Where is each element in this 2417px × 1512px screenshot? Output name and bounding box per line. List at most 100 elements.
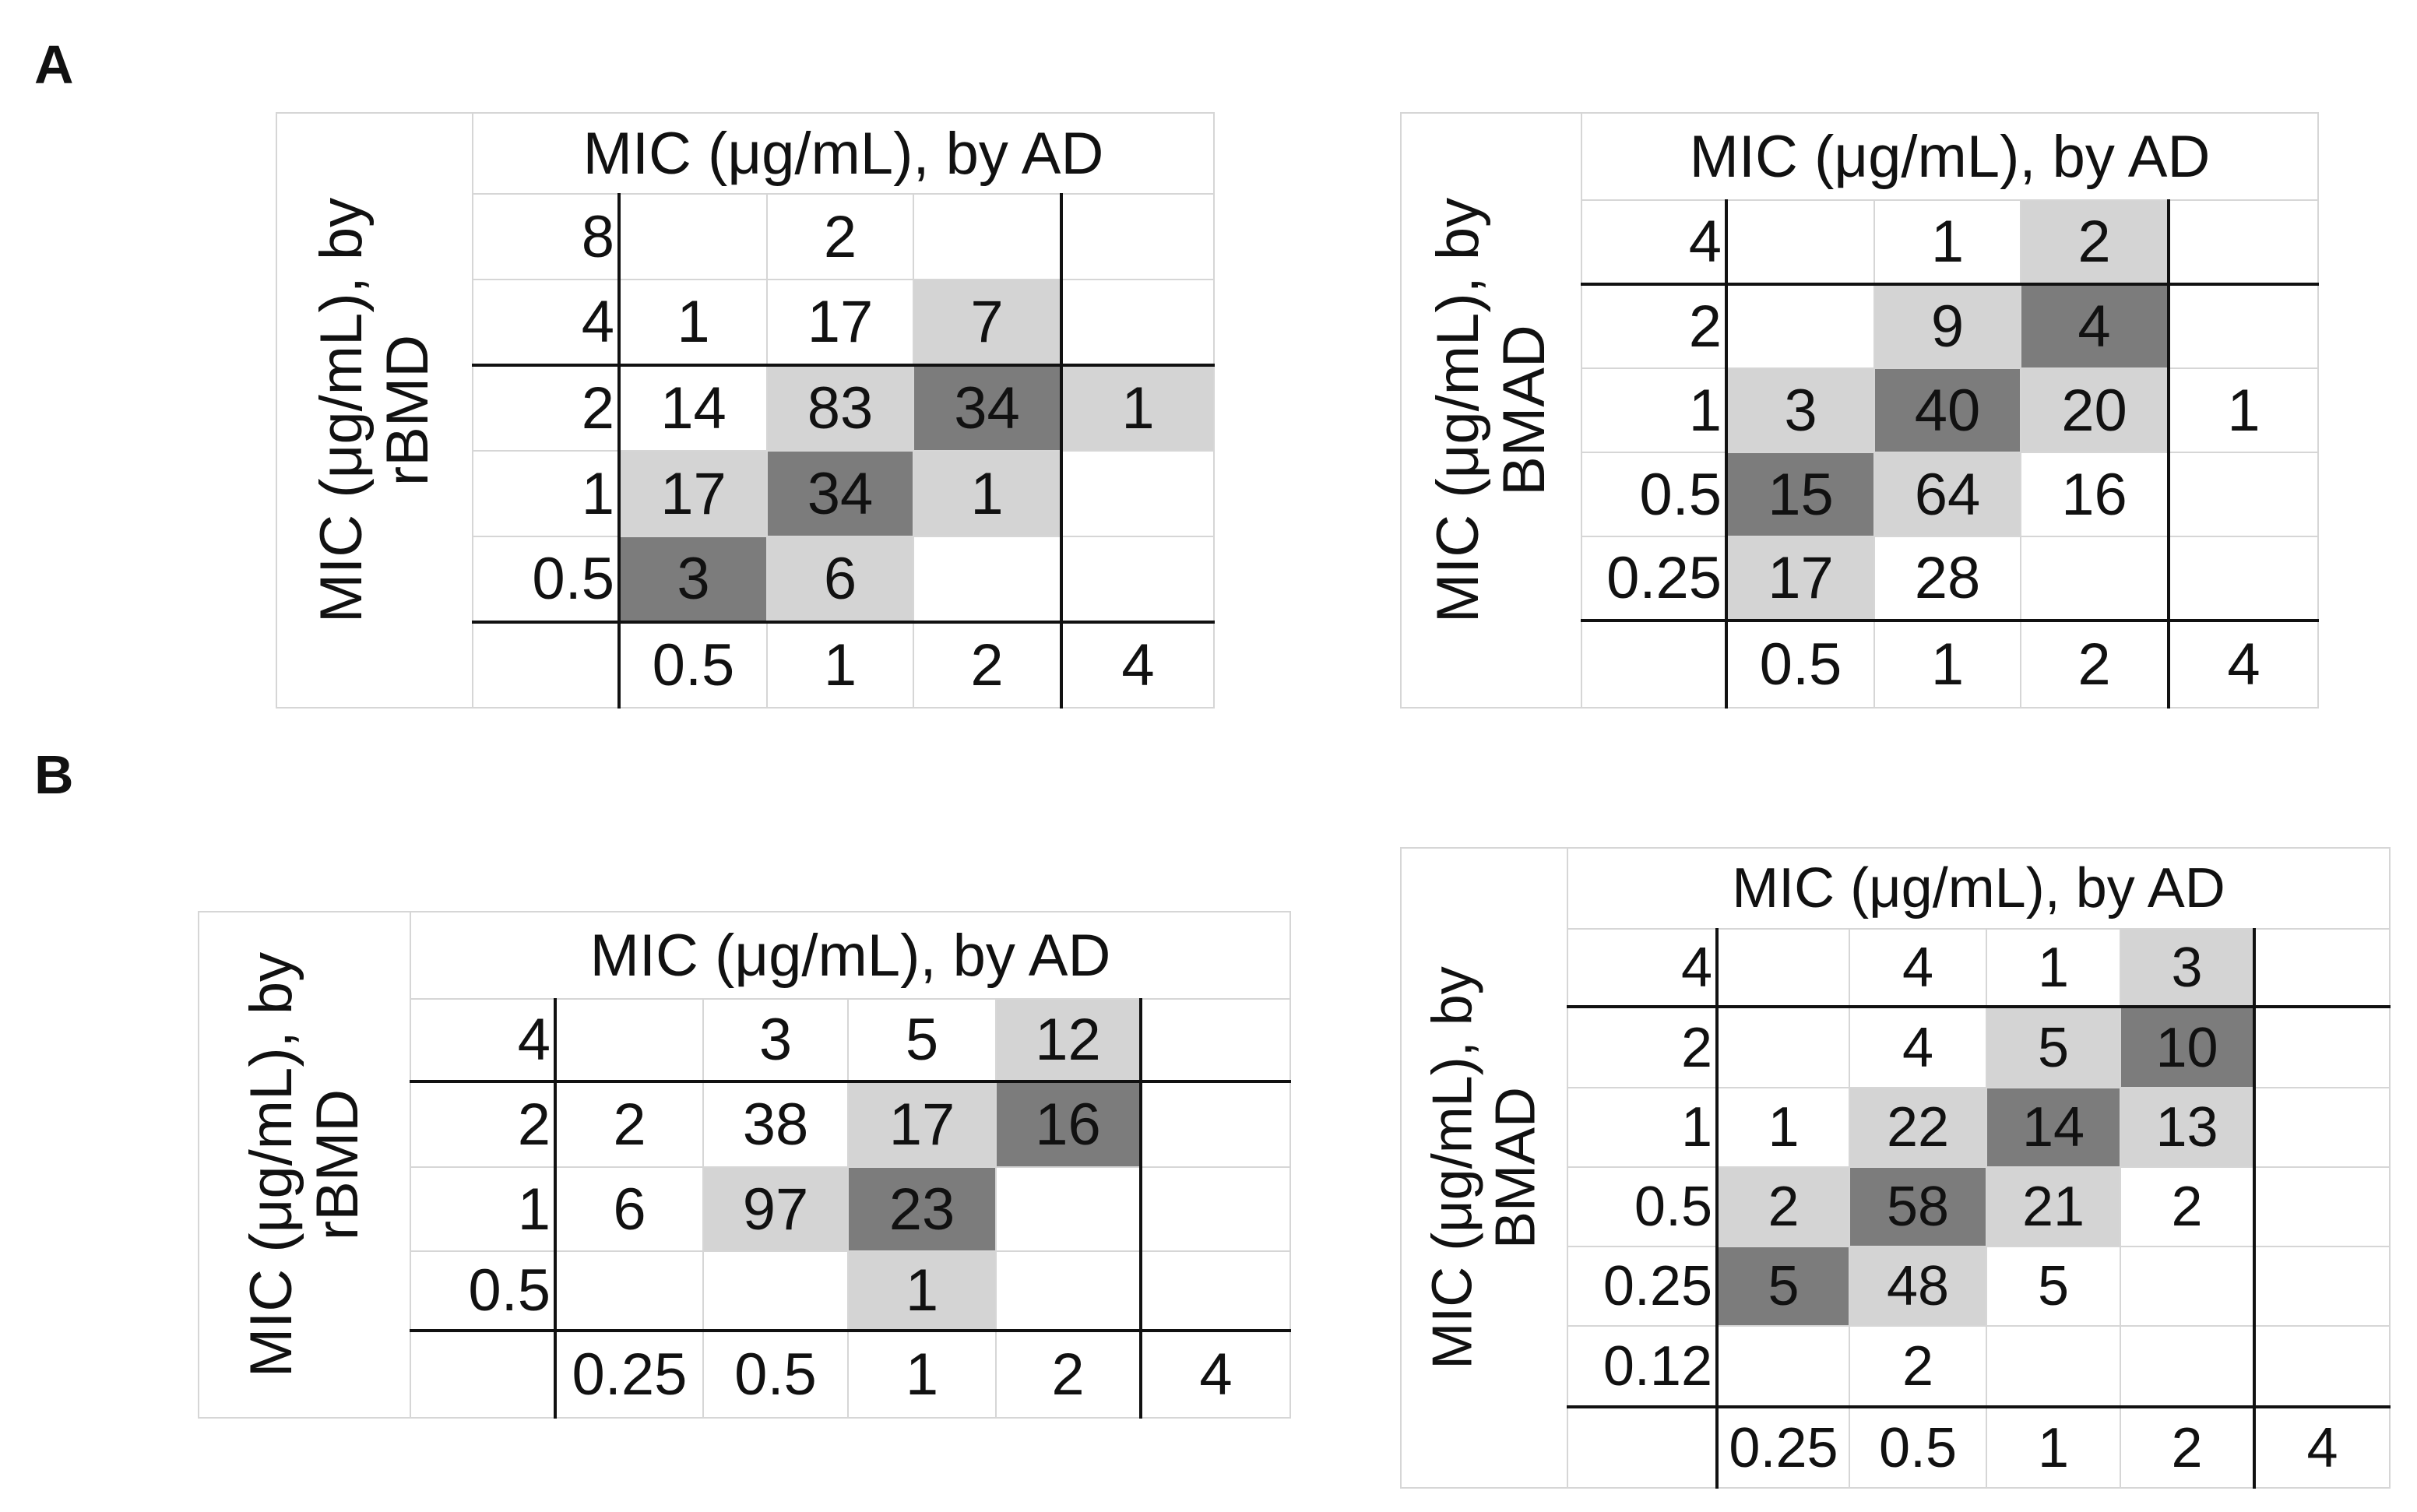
x-value: 1 bbox=[847, 1330, 997, 1419]
table-cell bbox=[1061, 193, 1215, 280]
table-cell: 17 bbox=[847, 1081, 997, 1168]
table-cell: 22 bbox=[1849, 1087, 1987, 1168]
table-cell bbox=[1061, 536, 1215, 624]
table-cell: 6 bbox=[554, 1166, 704, 1252]
table-cell: 97 bbox=[702, 1166, 849, 1252]
x-value: 2 bbox=[2020, 620, 2170, 709]
table-cell bbox=[1986, 1325, 2121, 1408]
table-cell bbox=[2253, 1325, 2391, 1408]
row-label: 4 bbox=[1567, 928, 1719, 1008]
table-cell bbox=[2253, 1006, 2391, 1088]
table-cell: 5 bbox=[1986, 1246, 2121, 1327]
table-cell: 5 bbox=[1716, 1246, 1850, 1327]
row-label: 1 bbox=[1567, 1087, 1719, 1168]
table-cell bbox=[1726, 283, 1875, 369]
table-cell: 15 bbox=[1726, 452, 1875, 537]
corner-cell bbox=[1567, 1406, 1719, 1489]
row-label: 8 bbox=[472, 193, 621, 280]
table-cell bbox=[1061, 450, 1215, 537]
x-value: 4 bbox=[1061, 621, 1215, 709]
row-label: 0.5 bbox=[472, 536, 621, 624]
row-label: 2 bbox=[410, 1081, 557, 1168]
table-cell: 2 bbox=[2020, 199, 2170, 286]
table-cell: 38 bbox=[702, 1081, 849, 1168]
table-cell: 64 bbox=[1873, 452, 2021, 537]
table-cell: 1 bbox=[618, 279, 768, 367]
table-cell: 16 bbox=[995, 1081, 1142, 1168]
table-cell: 1 bbox=[1061, 364, 1215, 452]
table-cell: 17 bbox=[1726, 536, 1875, 622]
table-b-bmad: MIC (μg/mL), by BMAD MIC (μg/mL), by AD … bbox=[1400, 847, 2391, 1489]
table-cell: 2 bbox=[1716, 1166, 1850, 1247]
row-label: 1 bbox=[472, 450, 621, 537]
table-cell: 2 bbox=[1849, 1325, 1987, 1408]
table-cell: 3 bbox=[2120, 928, 2256, 1008]
x-value: 4 bbox=[2253, 1406, 2391, 1489]
table-cell: 17 bbox=[618, 450, 768, 537]
panel-label-a: A bbox=[34, 34, 74, 95]
x-value: 1 bbox=[1873, 620, 2021, 709]
x-axis-title: MIC (μg/mL), by AD bbox=[472, 112, 1215, 195]
y-axis-title: MIC (μg/mL), by rBMD bbox=[198, 911, 411, 1419]
table-cell bbox=[618, 193, 768, 280]
table-cell: 1 bbox=[1986, 928, 2121, 1008]
row-label: 0.5 bbox=[1581, 452, 1728, 537]
row-label: 1 bbox=[1581, 367, 1728, 453]
table-cell: 3 bbox=[618, 536, 768, 624]
table-cell bbox=[1140, 998, 1291, 1083]
table-cell: 3 bbox=[1726, 367, 1875, 453]
table-cell: 34 bbox=[913, 364, 1063, 452]
table-cell: 10 bbox=[2120, 1006, 2256, 1088]
table-cell bbox=[1140, 1081, 1291, 1168]
table-cell bbox=[554, 998, 704, 1083]
table-cell: 7 bbox=[913, 279, 1063, 367]
table-cell bbox=[995, 1250, 1142, 1332]
row-label: 0.12 bbox=[1567, 1325, 1719, 1408]
x-value: 1 bbox=[766, 621, 914, 709]
table-cell: 1 bbox=[2168, 367, 2319, 453]
table-cell: 3 bbox=[702, 998, 849, 1083]
corner-cell bbox=[410, 1330, 557, 1419]
row-label: 0.5 bbox=[1567, 1166, 1719, 1247]
table-cell: 6 bbox=[766, 536, 914, 624]
table-cell: 12 bbox=[995, 998, 1142, 1083]
row-label: 4 bbox=[410, 998, 557, 1083]
row-label: 2 bbox=[1567, 1006, 1719, 1088]
table-cell bbox=[1061, 279, 1215, 367]
table-cell bbox=[2253, 1166, 2391, 1247]
corner-cell bbox=[472, 621, 621, 709]
x-value: 0.5 bbox=[618, 621, 768, 709]
table-cell bbox=[2253, 1246, 2391, 1327]
table-cell bbox=[2020, 536, 2170, 622]
table-cell: 5 bbox=[1986, 1006, 2121, 1088]
table-cell: 5 bbox=[847, 998, 997, 1083]
table-cell: 1 bbox=[1716, 1087, 1850, 1168]
table-cell bbox=[2168, 536, 2319, 622]
table-cell: 2 bbox=[766, 193, 914, 280]
table-cell bbox=[702, 1250, 849, 1332]
x-value: 0.25 bbox=[1716, 1406, 1850, 1489]
table-cell: 16 bbox=[2020, 452, 2170, 537]
table-cell: 40 bbox=[1873, 367, 2021, 453]
table-cell bbox=[995, 1166, 1142, 1252]
table-cell bbox=[1716, 1006, 1850, 1088]
x-value: 1 bbox=[1986, 1406, 2121, 1489]
table-cell: 58 bbox=[1849, 1166, 1987, 1247]
table-cell: 4 bbox=[2020, 283, 2170, 369]
x-axis-title: MIC (μg/mL), by AD bbox=[1581, 112, 2319, 201]
table-cell bbox=[1140, 1166, 1291, 1252]
table-cell bbox=[2168, 452, 2319, 537]
x-value: 0.5 bbox=[1849, 1406, 1987, 1489]
table-cell bbox=[913, 536, 1063, 624]
x-axis-title: MIC (μg/mL), by AD bbox=[1567, 847, 2391, 930]
y-axis-title: MIC (μg/mL), by rBMD bbox=[276, 112, 473, 709]
table-a-bmad: MIC (μg/mL), by BMAD MIC (μg/mL), by AD … bbox=[1400, 112, 2319, 709]
x-value: 2 bbox=[2120, 1406, 2256, 1489]
y-axis-title: MIC (μg/mL), by BMAD bbox=[1400, 112, 1582, 709]
row-label: 4 bbox=[472, 279, 621, 367]
panel-label-b: B bbox=[34, 744, 74, 805]
table-cell bbox=[1726, 199, 1875, 286]
row-label: 0.5 bbox=[410, 1250, 557, 1332]
table-cell: 9 bbox=[1873, 283, 2021, 369]
